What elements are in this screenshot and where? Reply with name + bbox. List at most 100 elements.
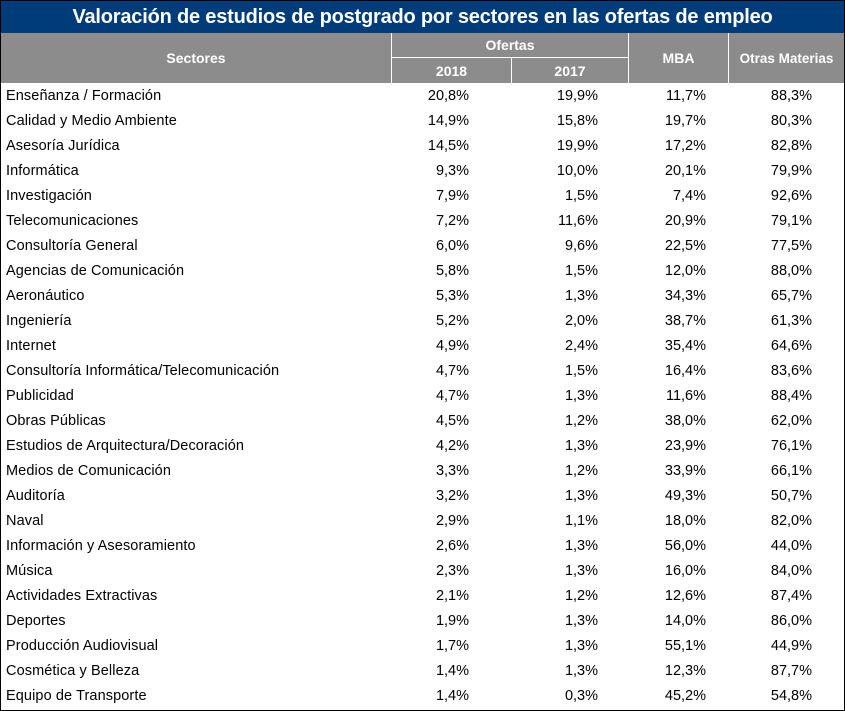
cell-ofertas-2017: 19,9% (556, 87, 598, 104)
cell-mba: 7,4% (672, 187, 706, 204)
cell-ofertas-2017: 1,5% (564, 187, 598, 204)
cell-mba: 33,9% (664, 462, 706, 479)
table-row: Información y Asesoramiento 2,6% 1,3% 56,0%… (1, 533, 844, 558)
cell-otras-materias: 82,0% (770, 512, 812, 529)
cell-mba: 38,7% (664, 312, 706, 329)
cell-mba: 49,3% (664, 487, 706, 504)
cell-ofertas-2018: 2,6% (435, 537, 469, 554)
cell-otras-materias: 88,4% (770, 387, 812, 404)
header-2017: 2017 (511, 58, 628, 83)
cell-ofertas-2017: 19,9% (556, 137, 598, 154)
cell-otras-materias: 76,1% (770, 437, 812, 454)
cell-otras-materias: 54,8% (770, 687, 812, 704)
cell-ofertas-2017: 0,3% (564, 687, 598, 704)
cell-ofertas-2018: 7,9% (435, 187, 469, 204)
cell-ofertas-2017: 1,3% (564, 612, 598, 629)
cell-ofertas-2018: 1,4% (435, 687, 469, 704)
cell-ofertas-2017: 2,4% (564, 337, 598, 354)
cell-mba: 34,3% (664, 287, 706, 304)
table-row: Enseñanza / Formación 20,8% 19,9% 11,7% 88,3… (1, 83, 844, 108)
cell-mba: 22,5% (664, 237, 706, 254)
cell-sector: Consultoría General (6, 237, 138, 254)
cell-mba: 14,0% (664, 612, 706, 629)
cell-sector: Actividades Extractivas (6, 587, 158, 604)
cell-otras-materias: 87,4% (770, 587, 812, 604)
cell-sector: Deportes (6, 612, 66, 629)
table-row: Ingeniería 5,2% 2,0% 38,7% 61,3% (1, 308, 844, 333)
cell-sector: Ingeniería (6, 312, 72, 329)
cell-mba: 19,7% (664, 112, 706, 129)
table-row: Consultoría General 6,0% 9,6% 22,5% 77,5% (1, 233, 844, 258)
table-row: Asesoría Jurídica 14,5% 19,9% 17,2% 82,8% (1, 133, 844, 158)
cell-sector: Informática (6, 162, 79, 179)
cell-mba: 20,9% (664, 212, 706, 229)
cell-mba: 18,0% (664, 512, 706, 529)
cell-ofertas-2017: 1,5% (564, 362, 598, 379)
cell-ofertas-2018: 3,2% (435, 487, 469, 504)
cell-ofertas-2018: 3,3% (435, 462, 469, 479)
cell-ofertas-2017: 1,3% (564, 562, 598, 579)
cell-otras-materias: 88,0% (770, 262, 812, 279)
cell-otras-materias: 86,0% (770, 612, 812, 629)
cell-sector: Música (6, 562, 53, 579)
cell-ofertas-2018: 1,9% (435, 612, 469, 629)
cell-ofertas-2017: 1,1% (564, 512, 598, 529)
table-row: Actividades Extractivas 2,1% 1,2% 12,6% 87,4… (1, 583, 844, 608)
cell-sector: Estudios de Arquitectura/Decoración (6, 437, 245, 454)
cell-mba: 38,0% (664, 412, 706, 429)
table-row: Telecomunicaciones 7,2% 11,6% 20,9% 79,1% (1, 208, 844, 233)
cell-ofertas-2017: 1,3% (564, 537, 598, 554)
cell-sector: Naval (6, 512, 44, 529)
table-body: Enseñanza / Formación 20,8% 19,9% 11,7% 88,3… (1, 83, 844, 708)
cell-ofertas-2018: 4,7% (435, 362, 469, 379)
cell-mba: 12,3% (664, 662, 706, 679)
table-row: Publicidad 4,7% 1,3% 11,6% 88,4% (1, 383, 844, 408)
cell-ofertas-2017: 1,2% (564, 587, 598, 604)
cell-ofertas-2017: 10,0% (556, 162, 598, 179)
cell-ofertas-2018: 4,7% (435, 387, 469, 404)
cell-ofertas-2018: 20,8% (427, 87, 469, 104)
cell-otras-materias: 64,6% (770, 337, 812, 354)
cell-mba: 12,0% (664, 262, 706, 279)
table-row: Obras Públicas 4,5% 1,2% 38,0% 62,0% (1, 408, 844, 433)
cell-mba: 55,1% (664, 637, 706, 654)
table-row: Estudios de Arquitectura/Decoración 4,2% 1… (1, 433, 844, 458)
table-row: Investigación 7,9% 1,5% 7,4% 92,6% (1, 183, 844, 208)
cell-otras-materias: 66,1% (770, 462, 812, 479)
header-mba: MBA (628, 33, 728, 83)
cell-ofertas-2017: 1,2% (564, 462, 598, 479)
cell-sector: Enseñanza / Formación (6, 87, 162, 104)
cell-ofertas-2017: 1,2% (564, 412, 598, 429)
cell-otras-materias: 61,3% (770, 312, 812, 329)
cell-ofertas-2018: 1,7% (435, 637, 469, 654)
cell-otras-materias: 92,6% (770, 187, 812, 204)
table-row: Informática 9,3% 10,0% 20,1% 79,9% (1, 158, 844, 183)
cell-ofertas-2017: 1,3% (564, 437, 598, 454)
cell-sector: Publicidad (6, 387, 74, 404)
cell-otras-materias: 62,0% (770, 412, 812, 429)
cell-mba: 17,2% (664, 137, 706, 154)
cell-sector: Asesoría Jurídica (6, 137, 120, 154)
cell-ofertas-2018: 7,2% (435, 212, 469, 229)
cell-ofertas-2017: 15,8% (556, 112, 598, 129)
cell-ofertas-2018: 2,9% (435, 512, 469, 529)
cell-mba: 45,2% (664, 687, 706, 704)
table-row: Producción Audiovisual 1,7% 1,3% 55,1% 44,9% (1, 633, 844, 658)
cell-otras-materias: 88,3% (770, 87, 812, 104)
cell-sector: Calidad y Medio Ambiente (6, 112, 177, 129)
cell-sector: Investigación (6, 187, 92, 204)
cell-otras-materias: 82,8% (770, 137, 812, 154)
cell-ofertas-2018: 1,4% (435, 662, 469, 679)
cell-sector: Agencias de Comunicación (6, 262, 185, 279)
cell-otras-materias: 80,3% (770, 112, 812, 129)
cell-mba: 23,9% (664, 437, 706, 454)
cell-ofertas-2018: 2,1% (435, 587, 469, 604)
table-row: Medios de Comunicación 3,3% 1,2% 33,9% 66,1% (1, 458, 844, 483)
table-row: Música 2,3% 1,3% 16,0% 84,0% (1, 558, 844, 583)
cell-mba: 56,0% (664, 537, 706, 554)
table-row: Cosmética y Belleza 1,4% 1,3% 12,3% 87,7% (1, 658, 844, 683)
table-row: Internet 4,9% 2,4% 35,4% 64,6% (1, 333, 844, 358)
cell-sector: Auditoría (6, 487, 65, 504)
cell-otras-materias: 83,6% (770, 362, 812, 379)
